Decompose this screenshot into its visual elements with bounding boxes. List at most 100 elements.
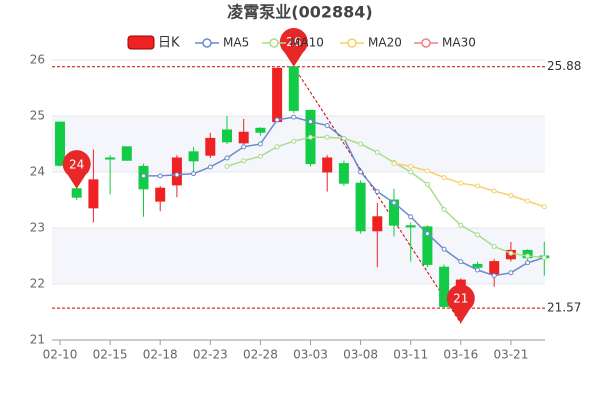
candle-body <box>55 121 65 166</box>
candle-body <box>238 131 249 144</box>
ma-line <box>226 136 545 259</box>
candle-body <box>205 137 216 156</box>
ma-point <box>508 193 514 199</box>
x-tick-label: 03-03 <box>293 348 328 362</box>
legend-label[interactable]: MA20 <box>368 36 402 50</box>
candle-body <box>272 67 283 123</box>
ma-point <box>441 175 447 181</box>
y-tick-label: 22 <box>30 277 45 291</box>
band <box>52 116 545 172</box>
ma-point <box>224 155 230 161</box>
ma-point <box>341 135 347 141</box>
ma-point <box>291 138 297 144</box>
ma-point <box>408 163 414 169</box>
trend-line <box>293 66 462 324</box>
candle-body <box>439 266 450 307</box>
ma-point <box>508 270 514 276</box>
legend-label[interactable]: MA5 <box>223 36 249 50</box>
ref-label: 21.57 <box>547 301 581 315</box>
ma-point <box>424 181 430 187</box>
ma-point <box>491 243 497 249</box>
ma-point <box>358 169 364 175</box>
pin-label: 21 <box>453 292 468 306</box>
ma-point <box>491 188 497 194</box>
y-tick-label: 25 <box>30 109 45 123</box>
y-tick-label: 21 <box>30 333 45 347</box>
ma-point <box>308 134 313 140</box>
legend-swatch <box>127 35 155 50</box>
x-tick-label: 03-21 <box>493 348 528 362</box>
ma-point <box>274 117 280 123</box>
ma-point <box>374 189 380 195</box>
legend-label[interactable]: MA10 <box>290 36 324 50</box>
candle-body <box>288 66 299 111</box>
ma-point <box>391 161 397 167</box>
ma-point <box>458 222 464 228</box>
ma-point <box>391 200 397 206</box>
ma-point <box>308 119 313 125</box>
candle-body <box>121 146 132 161</box>
band <box>52 228 545 284</box>
candle-body <box>472 263 483 268</box>
ma-point <box>291 114 297 120</box>
candle-body <box>322 157 333 173</box>
chart-title: 凌霄泵业(002884) <box>227 3 372 22</box>
y-tick-label: 24 <box>30 165 45 179</box>
x-tick-label: 02-28 <box>243 348 278 362</box>
ma-point <box>458 180 464 186</box>
y-tick-label: 26 <box>30 53 45 67</box>
ma-point <box>324 123 330 129</box>
ma-point <box>191 171 197 177</box>
candle-body <box>105 157 116 160</box>
legend-label[interactable]: 日K <box>158 36 180 51</box>
legend-dot <box>347 38 357 48</box>
x-tick-label: 02-15 <box>93 348 128 362</box>
candle-body <box>372 216 383 232</box>
ma-point <box>224 163 230 169</box>
ma-point <box>424 168 430 174</box>
legend-dot <box>202 38 212 48</box>
ma-point <box>241 158 247 164</box>
pin-label: 26 <box>286 35 301 49</box>
x-tick-label: 03-16 <box>443 348 478 362</box>
candle-body <box>71 188 82 198</box>
pin-label: 24 <box>69 157 84 171</box>
x-tick-label: 03-08 <box>343 348 378 362</box>
legend: 日K MA5 MA10 MA20 MA30 <box>127 35 476 51</box>
ma-point <box>525 253 531 259</box>
ma-point <box>541 255 547 261</box>
ma-point <box>374 149 380 155</box>
candle-body <box>222 129 232 143</box>
legend-dot <box>269 38 279 48</box>
ma-point <box>541 204 547 210</box>
ref-label: 25.88 <box>547 59 581 73</box>
legend-dot <box>421 38 431 48</box>
candle-body <box>422 226 433 265</box>
candle-body <box>255 127 266 133</box>
ma-point <box>491 273 497 279</box>
ma-point <box>525 198 531 204</box>
x-tick-label: 03-11 <box>393 348 428 362</box>
ma-point <box>508 250 514 256</box>
ma-point <box>441 246 447 252</box>
candle-body <box>389 199 399 226</box>
candle-body <box>188 151 199 162</box>
ma-line <box>393 162 545 208</box>
ma-point <box>324 134 330 140</box>
ma-point <box>207 164 213 170</box>
candle-body <box>489 261 500 275</box>
ma-point <box>525 260 531 266</box>
candle-body <box>88 179 99 209</box>
ma-point <box>475 183 480 189</box>
ma-point <box>408 214 414 220</box>
candle-body <box>155 187 166 202</box>
ma-point <box>408 169 414 175</box>
ma-point <box>157 173 163 179</box>
ma-point <box>257 153 263 159</box>
legend-label[interactable]: MA30 <box>442 36 476 50</box>
ma-point <box>475 232 480 238</box>
x-tick-label: 02-18 <box>143 348 178 362</box>
candle-body <box>355 182 366 232</box>
pin-marker <box>62 150 91 189</box>
